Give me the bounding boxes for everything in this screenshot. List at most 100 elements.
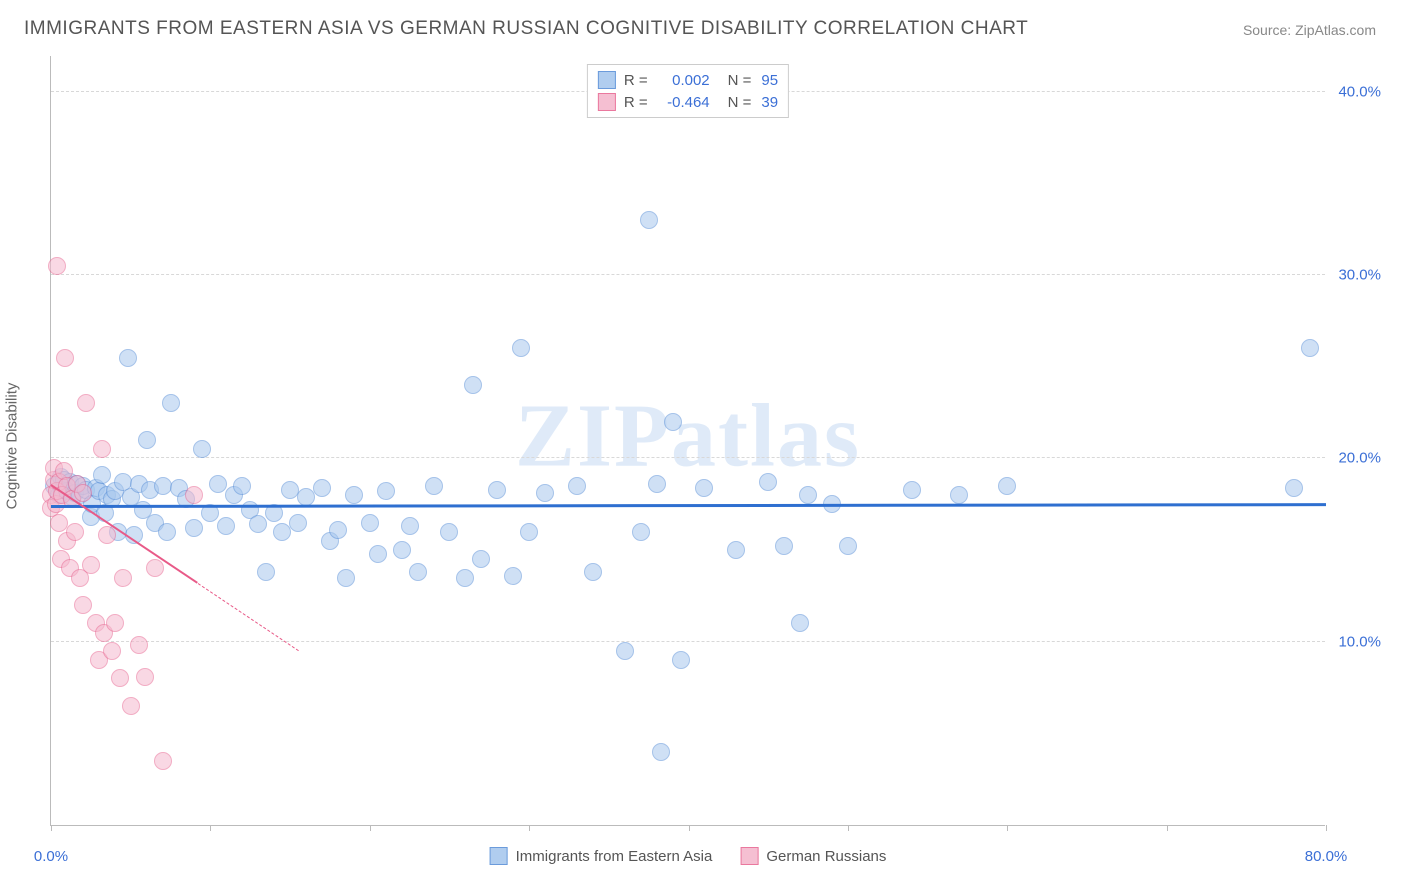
data-point-eastern-asia bbox=[903, 481, 921, 499]
data-point-eastern-asia bbox=[162, 394, 180, 412]
data-point-eastern-asia bbox=[998, 477, 1016, 495]
data-point-german-russian bbox=[106, 614, 124, 632]
data-point-german-russian bbox=[56, 349, 74, 367]
data-point-german-russian bbox=[98, 526, 116, 544]
legend-row-eastern-asia: R = 0.002 N = 95 bbox=[598, 69, 778, 91]
data-point-eastern-asia bbox=[472, 550, 490, 568]
source-attribution: Source: ZipAtlas.com bbox=[1243, 22, 1376, 38]
data-point-eastern-asia bbox=[648, 475, 666, 493]
data-point-german-russian bbox=[103, 642, 121, 660]
data-point-eastern-asia bbox=[1301, 339, 1319, 357]
x-tick bbox=[848, 825, 849, 831]
data-point-eastern-asia bbox=[536, 484, 554, 502]
data-point-eastern-asia bbox=[759, 473, 777, 491]
data-point-eastern-asia bbox=[409, 563, 427, 581]
r-label: R = bbox=[624, 94, 648, 111]
legend-row-german-russian: R = -0.464 N = 39 bbox=[598, 91, 778, 113]
data-point-eastern-asia bbox=[950, 486, 968, 504]
data-point-eastern-asia bbox=[791, 614, 809, 632]
data-point-eastern-asia bbox=[664, 413, 682, 431]
data-point-eastern-asia bbox=[158, 523, 176, 541]
x-tick-label: 0.0% bbox=[34, 848, 68, 865]
data-point-eastern-asia bbox=[672, 651, 690, 669]
n-label: N = bbox=[728, 72, 752, 89]
data-point-german-russian bbox=[77, 394, 95, 412]
data-point-eastern-asia bbox=[695, 479, 713, 497]
r-value-german-russian: -0.464 bbox=[658, 94, 710, 111]
data-point-eastern-asia bbox=[632, 523, 650, 541]
data-point-eastern-asia bbox=[775, 537, 793, 555]
x-tick bbox=[370, 825, 371, 831]
n-value-german-russian: 39 bbox=[761, 94, 778, 111]
data-point-eastern-asia bbox=[249, 515, 267, 533]
data-point-eastern-asia bbox=[640, 211, 658, 229]
legend-item-german-russian: German Russians bbox=[740, 847, 886, 865]
n-value-eastern-asia: 95 bbox=[761, 72, 778, 89]
data-point-german-russian bbox=[114, 569, 132, 587]
data-point-german-russian bbox=[122, 697, 140, 715]
scatter-plot-area: ZIPatlas R = 0.002 N = 95 R = -0.464 N =… bbox=[50, 56, 1325, 826]
y-tick-label: 30.0% bbox=[1338, 267, 1381, 284]
data-point-eastern-asia bbox=[369, 545, 387, 563]
data-point-german-russian bbox=[146, 559, 164, 577]
data-point-eastern-asia bbox=[504, 567, 522, 585]
legend-label-german-russian: German Russians bbox=[766, 848, 886, 865]
x-tick bbox=[529, 825, 530, 831]
data-point-eastern-asia bbox=[257, 563, 275, 581]
data-point-eastern-asia bbox=[185, 519, 203, 537]
x-tick bbox=[210, 825, 211, 831]
data-point-eastern-asia bbox=[193, 440, 211, 458]
data-point-german-russian bbox=[130, 636, 148, 654]
data-point-german-russian bbox=[48, 257, 66, 275]
data-point-eastern-asia bbox=[401, 517, 419, 535]
legend-item-eastern-asia: Immigrants from Eastern Asia bbox=[490, 847, 713, 865]
data-point-eastern-asia bbox=[345, 486, 363, 504]
x-tick bbox=[51, 825, 52, 831]
data-point-eastern-asia bbox=[209, 475, 227, 493]
data-point-german-russian bbox=[136, 668, 154, 686]
data-point-german-russian bbox=[185, 486, 203, 504]
data-point-german-russian bbox=[74, 484, 92, 502]
data-point-eastern-asia bbox=[464, 376, 482, 394]
gridline bbox=[51, 641, 1325, 642]
data-point-eastern-asia bbox=[337, 569, 355, 587]
regression-line bbox=[51, 503, 1326, 508]
gridline bbox=[51, 457, 1325, 458]
data-point-eastern-asia bbox=[329, 521, 347, 539]
y-axis-title: Cognitive Disability bbox=[4, 383, 21, 510]
y-tick-label: 40.0% bbox=[1338, 83, 1381, 100]
data-point-german-russian bbox=[74, 596, 92, 614]
y-tick-label: 20.0% bbox=[1338, 450, 1381, 467]
data-point-eastern-asia bbox=[361, 514, 379, 532]
data-point-eastern-asia bbox=[313, 479, 331, 497]
data-point-eastern-asia bbox=[217, 517, 235, 535]
data-point-eastern-asia bbox=[297, 488, 315, 506]
data-point-german-russian bbox=[111, 669, 129, 687]
gridline bbox=[51, 274, 1325, 275]
series-legend: Immigrants from Eastern Asia German Russ… bbox=[490, 847, 887, 865]
data-point-eastern-asia bbox=[652, 743, 670, 761]
correlation-legend: R = 0.002 N = 95 R = -0.464 N = 39 bbox=[587, 64, 789, 118]
chart-title: IMMIGRANTS FROM EASTERN ASIA VS GERMAN R… bbox=[24, 18, 1028, 40]
legend-label-eastern-asia: Immigrants from Eastern Asia bbox=[516, 848, 713, 865]
data-point-eastern-asia bbox=[377, 482, 395, 500]
data-point-german-russian bbox=[93, 440, 111, 458]
data-point-eastern-asia bbox=[233, 477, 251, 495]
data-point-german-russian bbox=[154, 752, 172, 770]
data-point-eastern-asia bbox=[289, 514, 307, 532]
data-point-eastern-asia bbox=[1285, 479, 1303, 497]
data-point-eastern-asia bbox=[119, 349, 137, 367]
swatch-eastern-asia bbox=[490, 847, 508, 865]
data-point-eastern-asia bbox=[584, 563, 602, 581]
data-point-eastern-asia bbox=[520, 523, 538, 541]
data-point-german-russian bbox=[82, 556, 100, 574]
data-point-eastern-asia bbox=[568, 477, 586, 495]
swatch-german-russian bbox=[740, 847, 758, 865]
swatch-german-russian bbox=[598, 93, 616, 111]
x-tick bbox=[689, 825, 690, 831]
data-point-eastern-asia bbox=[839, 537, 857, 555]
x-tick-label: 80.0% bbox=[1305, 848, 1348, 865]
x-tick bbox=[1167, 825, 1168, 831]
data-point-eastern-asia bbox=[273, 523, 291, 541]
n-label: N = bbox=[728, 94, 752, 111]
